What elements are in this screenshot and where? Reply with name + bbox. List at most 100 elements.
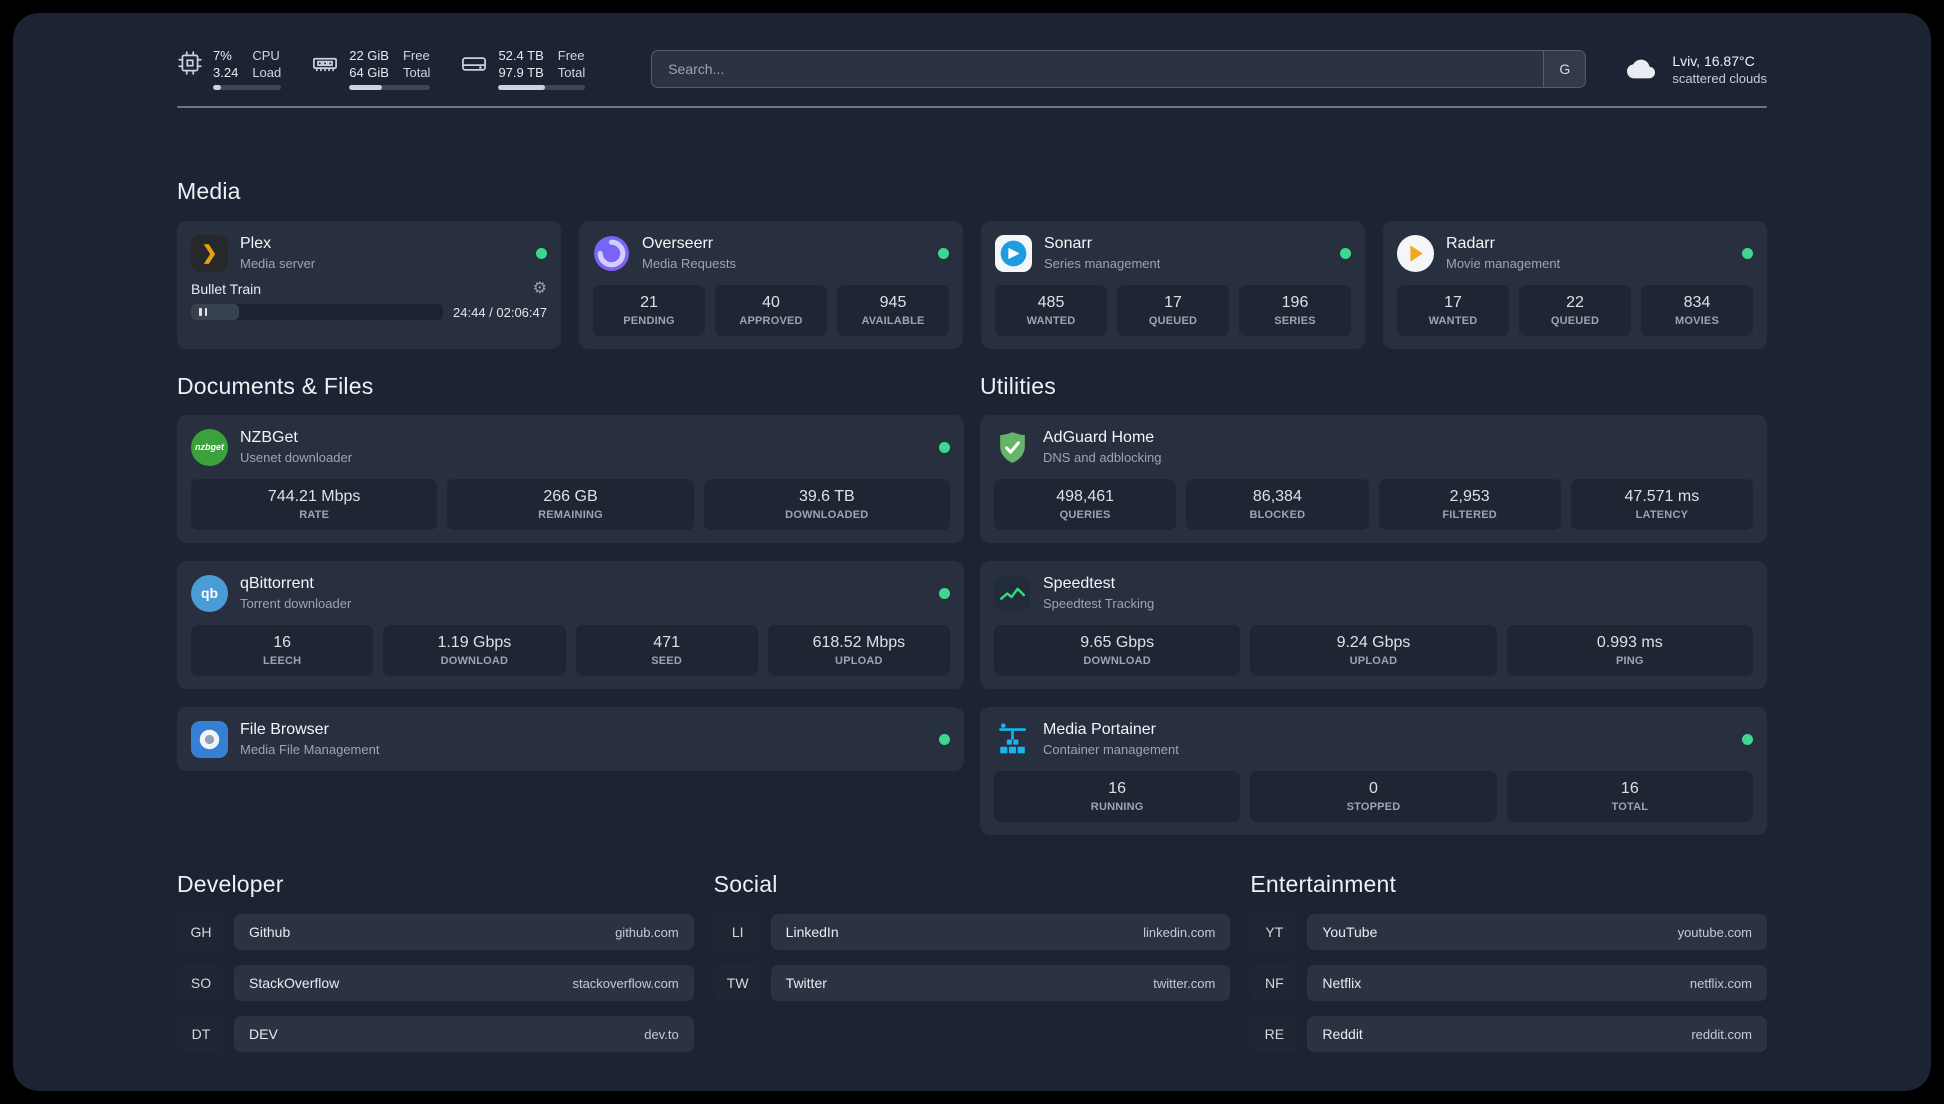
bookmark-url: stackoverflow.com: [572, 975, 679, 991]
sonarr-icon: [995, 234, 1032, 272]
bookmark-youtube[interactable]: YT YouTube youtube.com: [1250, 914, 1768, 950]
bookmark-name: Netflix: [1322, 975, 1362, 991]
disk-free-label: Free: [557, 48, 585, 63]
memory-free-value: 22 GiB: [349, 48, 389, 63]
sonarr-card[interactable]: Sonarr Series management 485 WANTED 17 Q…: [981, 221, 1365, 349]
bookmark-abbr: YT: [1250, 914, 1299, 950]
service-subtitle: Torrent downloader: [240, 596, 352, 611]
bookmark-url: netflix.com: [1689, 975, 1753, 991]
service-subtitle: Media File Management: [240, 742, 380, 757]
stat-approved: 40 APPROVED: [715, 285, 827, 336]
bookmark-dev[interactable]: DT DEV dev.to: [177, 1016, 694, 1052]
search-provider-button[interactable]: G: [1543, 50, 1586, 87]
stat-wanted: 17 WANTED: [1397, 285, 1509, 336]
memory-usage-bar: [349, 85, 431, 90]
status-dot: [1340, 247, 1351, 259]
stat-queries: 498,461 QUERIES: [994, 479, 1177, 530]
disk-total-label: Total: [557, 65, 586, 80]
memory-free-label: Free: [402, 48, 430, 63]
memory-widget: 22 GiB 64 GiB Free Total: [311, 47, 431, 90]
cpu-load-value: 3.24: [213, 65, 239, 80]
filebrowser-icon: [191, 720, 228, 758]
stat-remaining: 266 GB REMAINING: [447, 479, 694, 530]
now-playing-title: Bullet Train: [191, 281, 262, 297]
disk-free-value: 52.4 TB: [498, 48, 544, 63]
overseerr-card[interactable]: Overseerr Media Requests 21 PENDING 40 A…: [579, 221, 963, 349]
status-dot: [1742, 247, 1753, 259]
utilities-section: Utilities AdGuard Home DNS and a: [980, 373, 1767, 835]
nzbget-card[interactable]: nzbget NZBGet Usenet downloader 744.21 M…: [177, 415, 964, 543]
search-input[interactable]: [652, 50, 1544, 87]
stat-stopped: 0 STOPPED: [1250, 771, 1497, 822]
bookmarks-developer: Developer GH Github github.com SO StackO…: [177, 871, 694, 1052]
qbittorrent-card[interactable]: qb qBittorrent Torrent downloader 16 LEE…: [177, 561, 964, 689]
playback-progress-bar[interactable]: [191, 304, 444, 320]
cpu-usage-fill: [213, 85, 222, 90]
media-section-title: Media: [177, 178, 241, 204]
bookmark-abbr: NF: [1250, 965, 1299, 1001]
speedtest-icon: [994, 575, 1031, 612]
stat-download: 9.65 Gbps DOWNLOAD: [994, 625, 1241, 676]
nzbget-icon-text: nzbget: [195, 442, 224, 452]
plex-icon-glyph: ❯: [201, 242, 218, 264]
adguard-card[interactable]: AdGuard Home DNS and adblocking 498,461 …: [980, 415, 1767, 543]
bookmark-reddit[interactable]: RE Reddit reddit.com: [1250, 1016, 1768, 1052]
stat-downloaded: 39.6 TB DOWNLOADED: [703, 479, 950, 530]
portainer-icon: [994, 721, 1031, 758]
bookmark-abbr: LI: [713, 914, 762, 950]
cpu-percent: 7%: [213, 48, 232, 63]
qbittorrent-icon-text: qb: [200, 585, 219, 601]
service-name: Overseerr: [642, 235, 714, 252]
weather-widget[interactable]: Lviv, 16.87°C scattered clouds: [1622, 52, 1767, 86]
documents-section-title: Documents & Files: [177, 373, 374, 399]
dashboard-panel: 7% 3.24 CPU Load: [13, 13, 1931, 1091]
stat-upload: 9.24 Gbps UPLOAD: [1250, 625, 1497, 676]
stat-filtered: 2,953 FILTERED: [1378, 479, 1561, 530]
utilities-section-title: Utilities: [980, 373, 1056, 399]
bookmark-abbr: GH: [177, 914, 225, 950]
bookmark-abbr: TW: [713, 965, 762, 1001]
stat-total: 16 TOTAL: [1506, 771, 1753, 822]
memory-icon: [311, 50, 339, 78]
bookmark-github[interactable]: GH Github github.com: [177, 914, 694, 950]
bookmark-name: Twitter: [785, 975, 827, 991]
stat-running: 16 RUNNING: [994, 771, 1241, 822]
topbar: 7% 3.24 CPU Load: [177, 47, 1767, 90]
filebrowser-card[interactable]: File Browser Media File Management: [177, 707, 964, 771]
stat-blocked: 86,384 BLOCKED: [1186, 479, 1369, 530]
status-dot: [939, 587, 950, 599]
stat-seed: 471 SEED: [575, 625, 758, 676]
bookmark-linkedin[interactable]: LI LinkedIn linkedin.com: [713, 914, 1231, 950]
service-name: File Browser: [240, 721, 329, 738]
service-name: qBittorrent: [240, 575, 314, 592]
topbar-divider: [177, 106, 1767, 108]
bookmark-netflix[interactable]: NF Netflix netflix.com: [1250, 965, 1768, 1001]
search-bar: G: [651, 49, 1587, 88]
status-dot: [536, 247, 547, 259]
portainer-card[interactable]: Media Portainer Container management 16 …: [980, 707, 1767, 835]
service-name: NZBGet: [240, 429, 298, 446]
bookmark-url: github.com: [615, 924, 679, 940]
speedtest-card[interactable]: Speedtest Speedtest Tracking 9.65 Gbps D…: [980, 561, 1767, 689]
status-dot: [939, 733, 950, 745]
stat-wanted: 485 WANTED: [995, 285, 1107, 336]
bookmarks-social: Social LI LinkedIn linkedin.com TW Twitt…: [713, 871, 1231, 1052]
service-name: Radarr: [1446, 235, 1495, 252]
nzbget-icon: nzbget: [191, 428, 228, 466]
service-subtitle: Movie management: [1446, 256, 1561, 271]
cloud-icon: [1622, 55, 1660, 83]
radarr-card[interactable]: Radarr Movie management 17 WANTED 22 QUE…: [1383, 221, 1767, 349]
bookmark-stackoverflow[interactable]: SO StackOverflow stackoverflow.com: [177, 965, 694, 1001]
plex-card[interactable]: ❯ Plex Media server Bullet Train ⚙: [177, 221, 561, 349]
bookmark-abbr: SO: [177, 965, 225, 1001]
pause-icon[interactable]: [199, 308, 207, 316]
gear-icon[interactable]: ⚙: [532, 280, 547, 297]
stat-queued: 22 QUEUED: [1519, 285, 1631, 336]
memory-total-label: Total: [402, 65, 431, 80]
qbittorrent-icon: qb: [191, 574, 228, 612]
social-group-title: Social: [713, 871, 778, 897]
bookmark-abbr: DT: [177, 1016, 225, 1052]
status-dot: [939, 441, 950, 453]
service-subtitle: DNS and adblocking: [1043, 450, 1162, 465]
bookmark-twitter[interactable]: TW Twitter twitter.com: [713, 965, 1231, 1001]
